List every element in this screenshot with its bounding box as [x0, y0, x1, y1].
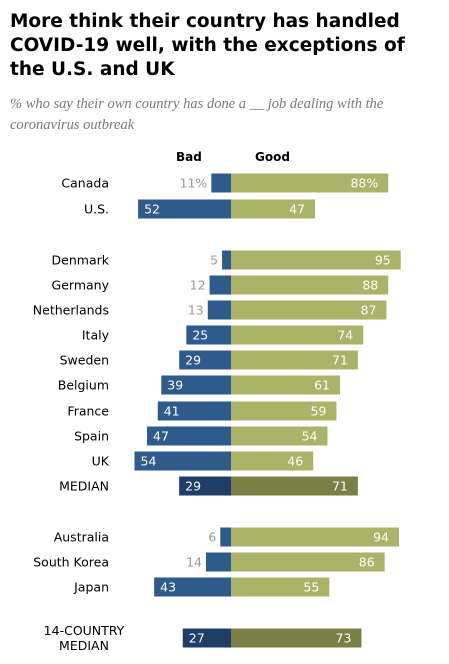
chart-subtitle: % who say their own country has done a _…: [10, 96, 384, 133]
bad-value-label: 25: [192, 328, 208, 343]
bad-value-label: 5: [210, 253, 218, 268]
bad-bar: [154, 577, 231, 597]
good-bar: [231, 527, 399, 547]
good-bar: [231, 199, 315, 219]
good-bar: [231, 325, 364, 345]
good-bar: [231, 451, 314, 471]
good-bar: [231, 401, 337, 421]
category-label: Spain: [74, 429, 109, 444]
good-value-label: 74: [337, 328, 353, 343]
bad-value-label: 6: [208, 530, 216, 545]
bad-value-label: 12: [190, 278, 206, 293]
good-bar: [231, 173, 389, 193]
category-label: Australia: [54, 530, 109, 545]
good-value-label: 94: [373, 530, 389, 545]
bad-value-label: 47: [153, 429, 169, 444]
category-label: France: [67, 404, 109, 419]
good-value-label: 87: [361, 303, 377, 318]
bad-bar: [134, 451, 231, 471]
bad-bar: [220, 527, 231, 547]
bad-value-label: 13: [188, 303, 204, 318]
bad-bar: [205, 552, 231, 572]
good-bar: [231, 275, 389, 295]
category-label: U.S.: [84, 202, 109, 217]
bad-value-label: 54: [141, 454, 157, 469]
good-column-header: Good: [255, 150, 290, 164]
category-label: Italy: [82, 328, 110, 343]
good-value-label: 46: [287, 454, 303, 469]
good-bar: [231, 628, 362, 648]
good-bar: [231, 552, 385, 572]
bad-value-label: 43: [160, 580, 176, 595]
good-bar: [231, 300, 387, 320]
bad-value-label: 29: [185, 479, 201, 494]
chart-title: More think their country has handled COV…: [10, 11, 405, 80]
good-bar: [231, 426, 328, 446]
category-label: Denmark: [52, 253, 110, 268]
good-value-label: 55: [303, 580, 319, 595]
bad-value-label: 27: [189, 631, 205, 646]
good-bar: [231, 375, 341, 395]
bad-value-label: 14: [186, 555, 202, 570]
category-label: Germany: [52, 278, 110, 293]
bad-column-header: Bad: [176, 150, 202, 164]
bad-bar: [179, 476, 231, 496]
category-label: UK: [92, 454, 110, 469]
good-value-label: 86: [359, 555, 375, 570]
bad-bar: [209, 275, 231, 295]
bad-value-label: 41: [164, 404, 180, 419]
good-value-label: 71: [332, 479, 348, 494]
bad-bar: [138, 199, 231, 219]
bad-bar: [207, 300, 231, 320]
good-bar: [231, 350, 358, 370]
bad-bar: [182, 628, 231, 648]
good-bar: [231, 577, 330, 597]
bad-bar: [211, 173, 231, 193]
category-label: Netherlands: [33, 303, 109, 318]
good-value-label: 61: [314, 378, 330, 393]
good-value-label: 95: [375, 253, 391, 268]
good-value-label: 59: [311, 404, 327, 419]
good-value-label: 88: [362, 278, 378, 293]
good-bar: [231, 250, 401, 270]
bad-bar: [147, 426, 231, 446]
bad-value-label: 11%: [180, 176, 208, 191]
good-value-label: 54: [302, 429, 318, 444]
category-label: Belgium: [58, 378, 109, 393]
good-value-label: 88%: [350, 176, 378, 191]
good-value-label: 73: [336, 631, 352, 646]
bad-bar: [186, 325, 231, 345]
category-label: Japan: [73, 580, 109, 595]
good-value-label: 71: [332, 353, 348, 368]
bad-bar: [222, 250, 231, 270]
good-bar: [231, 476, 358, 496]
bad-bar: [179, 350, 231, 370]
bad-value-label: 39: [167, 378, 183, 393]
category-label: MEDIAN: [59, 479, 109, 494]
category-label: South Korea: [33, 555, 109, 570]
category-label: Sweden: [60, 353, 109, 368]
bad-value-label: 52: [144, 202, 160, 217]
bad-bar: [157, 401, 231, 421]
category-label: Canada: [61, 176, 109, 191]
category-label: 14-COUNTRY MEDIAN: [44, 623, 125, 653]
bad-value-label: 29: [185, 353, 201, 368]
good-value-label: 47: [289, 202, 305, 217]
bad-bar: [161, 375, 231, 395]
